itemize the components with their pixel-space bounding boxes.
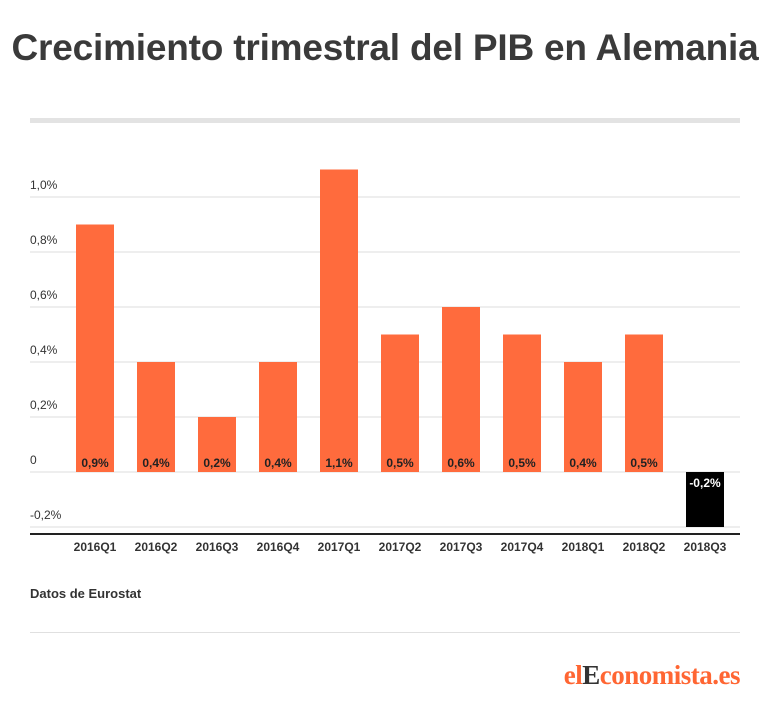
- bar: [137, 362, 175, 472]
- data-label: 0,4%: [569, 456, 597, 470]
- x-tick-label: 2016Q1: [74, 540, 117, 554]
- bar: [76, 224, 114, 472]
- x-tick-label: 2016Q4: [257, 540, 300, 554]
- y-tick-label: 1,0%: [30, 178, 58, 192]
- data-label: 0,2%: [203, 456, 231, 470]
- bar: [625, 334, 663, 472]
- x-tick-label: 2017Q3: [440, 540, 483, 554]
- data-label: 1,1%: [325, 456, 353, 470]
- data-label: 0,5%: [386, 456, 414, 470]
- data-label: 0,4%: [142, 456, 170, 470]
- data-label: 0,4%: [264, 456, 292, 470]
- bar: [442, 307, 480, 472]
- logo-part-el: el: [563, 660, 583, 690]
- bar: [320, 169, 358, 472]
- y-tick-label: 0,6%: [30, 288, 58, 302]
- y-tick-label: 0,2%: [30, 398, 58, 412]
- data-label: -0,2%: [689, 476, 721, 490]
- y-tick-label: -0,2%: [30, 508, 62, 522]
- data-label: 0,9%: [81, 456, 109, 470]
- bar-chart: -0,2% 0 0,2% 0,4% 0,6% 0,8% 1,0% 0,9% 2016Q1 0,4%…: [30, 169, 740, 554]
- bar: [259, 362, 297, 472]
- x-tick-label: 2017Q1: [318, 540, 361, 554]
- logo-part-rest: conomista.es: [599, 660, 741, 690]
- bar: [198, 417, 236, 472]
- brand-logo: elEconomista.es: [563, 660, 741, 690]
- source-note: Datos de Eurostat: [30, 586, 142, 601]
- x-tick-label: 2018Q2: [623, 540, 666, 554]
- y-tick-label: 0: [30, 453, 37, 467]
- bar: [564, 362, 602, 472]
- x-tick-label: 2018Q1: [562, 540, 605, 554]
- x-tick-label: 2016Q3: [196, 540, 239, 554]
- data-label: 0,6%: [447, 456, 475, 470]
- y-tick-label: 0,8%: [30, 233, 58, 247]
- x-tick-label: 2017Q4: [501, 540, 544, 554]
- data-label: 0,5%: [630, 456, 658, 470]
- data-label: 0,5%: [508, 456, 536, 470]
- x-tick-label: 2018Q3: [684, 540, 727, 554]
- footer-divider: [30, 632, 740, 633]
- bar: [503, 334, 541, 472]
- bar: [381, 334, 419, 472]
- x-tick-label: 2017Q2: [379, 540, 422, 554]
- logo-part-e: E: [582, 660, 600, 690]
- title-divider: [30, 118, 740, 123]
- y-tick-label: 0,4%: [30, 343, 58, 357]
- chart-title: Crecimiento trimestral del PIB en Aleman…: [11, 27, 759, 68]
- bar: [686, 472, 724, 527]
- x-tick-label: 2016Q2: [135, 540, 178, 554]
